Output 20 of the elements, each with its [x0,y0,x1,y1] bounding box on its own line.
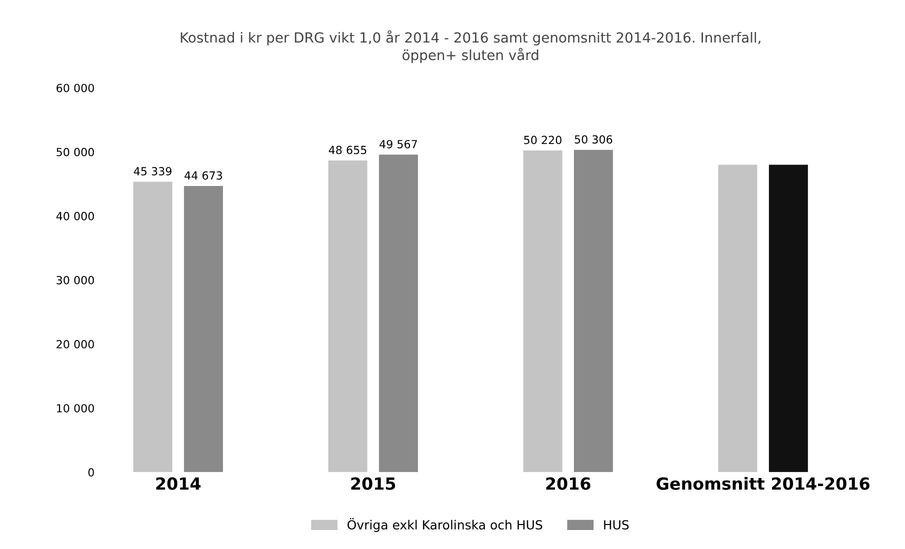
data-label: 49 567 [380,140,417,148]
x-tick-label: 2016 [546,477,590,490]
legend-label: Övriga exkl Karolinska och HUS [348,518,542,532]
data-label: 50 306 [574,135,612,144]
data-label: 45 339 [134,167,172,176]
y-tick-label: 60 000 [56,84,94,92]
y-tick-label: 40 000 [56,212,94,220]
x-tick-label: Genomsnitt 2014-2016 [656,477,870,490]
data-label: 50 220 [524,136,562,144]
chart-title: Kostnad i kr per DRG vikt 1,0 år 2014 - 2016 samt genomsnitt 2014-2016. Innerfall, öppen+ sluten vård [180,30,760,63]
data-label: 44 673 [184,171,222,180]
x-tick-label: 2014 [156,477,201,490]
y-tick-label: 0 [88,468,94,477]
data-label: 48 655 [328,146,366,154]
y-tick-label: 20 000 [56,340,94,348]
y-tick-label: 50 000 [56,148,94,156]
y-tick-label: 30 000 [56,276,94,284]
y-tick-label: 10 000 [57,404,94,412]
legend-label: HUS [604,520,629,530]
x-tick-label: 2015 [351,477,396,490]
